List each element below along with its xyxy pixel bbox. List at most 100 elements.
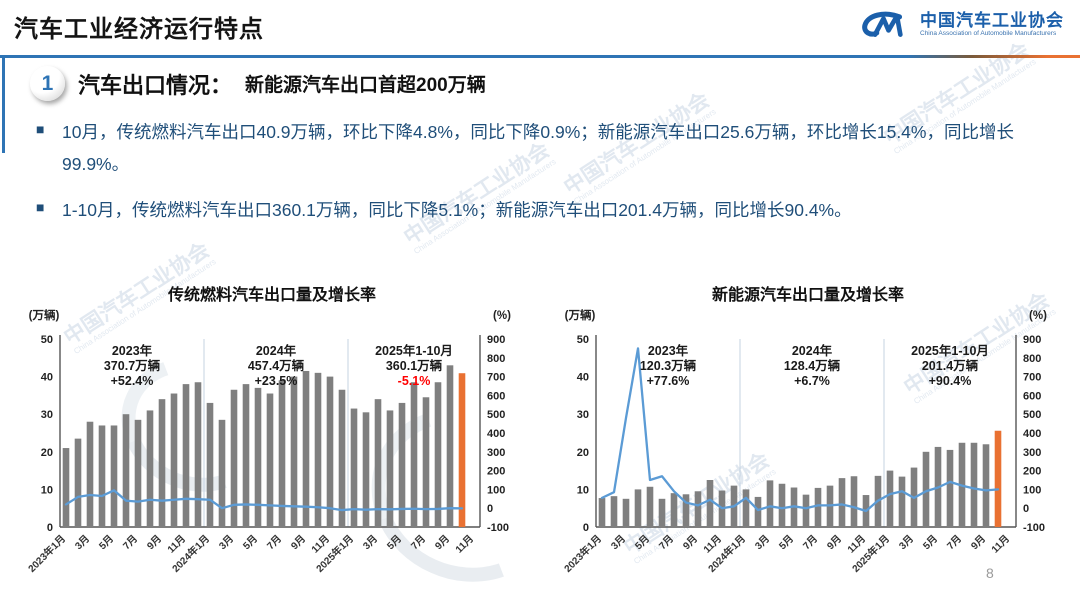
svg-text:9月: 9月 <box>969 533 988 552</box>
svg-text:10: 10 <box>41 484 53 496</box>
svg-text:7月: 7月 <box>265 533 284 552</box>
svg-text:9月: 9月 <box>825 533 844 552</box>
svg-text:120.3万辆: 120.3万辆 <box>640 358 697 373</box>
svg-text:0: 0 <box>583 522 589 534</box>
svg-text:30: 30 <box>41 409 53 421</box>
svg-text:370.7万辆: 370.7万辆 <box>104 358 161 373</box>
svg-text:20: 20 <box>577 447 589 459</box>
svg-text:2023年: 2023年 <box>112 343 153 358</box>
section-title: 汽车出口情况： <box>78 72 233 98</box>
svg-text:2025年1-10月: 2025年1-10月 <box>911 343 989 358</box>
cama-logo-mark-icon <box>862 11 903 37</box>
svg-text:0: 0 <box>487 503 493 515</box>
svg-text:5月: 5月 <box>97 533 116 552</box>
svg-text:9月: 9月 <box>145 533 164 552</box>
svg-text:40: 40 <box>41 372 53 384</box>
section-number-badge: 1 <box>30 66 65 101</box>
chart-title: 传统燃料汽车出口量及增长率 <box>167 287 376 304</box>
svg-text:300: 300 <box>1023 447 1041 459</box>
svg-text:0: 0 <box>47 522 53 534</box>
svg-text:128.4万辆: 128.4万辆 <box>784 358 841 373</box>
svg-text:2023年1月: 2023年1月 <box>561 532 604 575</box>
cama-logo: 中国汽车工业协会 China Association of Automobile… <box>859 10 1064 39</box>
bullet-item-jan-october: ■ 1-10月，传统燃料汽车出口360.1万辆，同比下降5.1%；新能源汽车出口… <box>36 194 1050 226</box>
svg-text:2023年: 2023年 <box>648 343 689 358</box>
svg-text:+6.7%: +6.7% <box>794 374 830 388</box>
svg-text:-5.1%: -5.1% <box>398 374 431 388</box>
svg-text:2025年1-10月: 2025年1-10月 <box>375 343 453 358</box>
svg-text:3月: 3月 <box>217 533 236 552</box>
svg-text:30: 30 <box>577 409 589 421</box>
svg-text:200: 200 <box>1023 466 1041 478</box>
svg-text:300: 300 <box>487 447 505 459</box>
svg-text:400: 400 <box>487 428 505 440</box>
chart-nev-exports: 新能源汽车出口量及增长率 (万辆) (%) 0 10 20 30 40 50 -100 0 100 2… <box>550 281 1066 601</box>
svg-text:+23.5%: +23.5% <box>255 374 298 388</box>
svg-text:(%): (%) <box>1029 310 1047 322</box>
svg-text:+77.6%: +77.6% <box>647 374 690 388</box>
logo-name-en: China Association of Automobile Manufact… <box>920 30 1057 38</box>
svg-text:3月: 3月 <box>897 533 916 552</box>
svg-text:500: 500 <box>1023 409 1041 421</box>
svg-text:2024年: 2024年 <box>256 343 297 358</box>
svg-text:600: 600 <box>1023 390 1041 402</box>
svg-text:457.4万辆: 457.4万辆 <box>248 358 305 373</box>
svg-text:100: 100 <box>1023 484 1041 496</box>
svg-text:7月: 7月 <box>657 533 676 552</box>
svg-text:9月: 9月 <box>433 533 452 552</box>
svg-text:400: 400 <box>1023 428 1041 440</box>
page-title: 汽车工业经济运行特点 <box>14 16 264 43</box>
svg-text:9月: 9月 <box>289 533 308 552</box>
svg-text:9月: 9月 <box>681 533 700 552</box>
svg-text:500: 500 <box>487 409 505 421</box>
svg-text:900: 900 <box>1023 334 1041 346</box>
svg-text:11月: 11月 <box>989 533 1012 556</box>
svg-text:3月: 3月 <box>609 533 628 552</box>
section-number: 1 <box>41 71 54 95</box>
title-divider <box>0 55 1080 58</box>
svg-text:800: 800 <box>487 353 505 365</box>
svg-text:700: 700 <box>487 372 505 384</box>
svg-text:7月: 7月 <box>801 533 820 552</box>
svg-text:3月: 3月 <box>753 533 772 552</box>
svg-text:900: 900 <box>487 334 505 346</box>
svg-text:0: 0 <box>1023 503 1029 515</box>
svg-text:700: 700 <box>1023 372 1041 384</box>
svg-text:800: 800 <box>1023 353 1041 365</box>
svg-text:5月: 5月 <box>777 533 796 552</box>
svg-text:5月: 5月 <box>385 533 404 552</box>
svg-text:20: 20 <box>41 447 53 459</box>
bullet-text: 10月，传统燃料汽车出口40.9万辆，环比下降4.8%，同比下降0.9%；新能源… <box>62 122 1014 175</box>
bullet-item-october: ■ 10月，传统燃料汽车出口40.9万辆，环比下降4.8%，同比下降0.9%；新… <box>36 116 1050 181</box>
svg-text:5月: 5月 <box>241 533 260 552</box>
svg-text:3月: 3月 <box>73 533 92 552</box>
svg-text:40: 40 <box>577 372 589 384</box>
svg-text:2023年1月: 2023年1月 <box>25 532 68 575</box>
svg-text:11月: 11月 <box>453 533 476 556</box>
svg-text:100: 100 <box>487 484 505 496</box>
svg-text:(万辆): (万辆) <box>29 308 60 322</box>
svg-text:600: 600 <box>487 390 505 402</box>
bullet-square-icon: ■ <box>36 198 45 215</box>
svg-text:2024年: 2024年 <box>792 343 833 358</box>
bullet-list: ■ 10月，传统燃料汽车出口40.9万辆，环比下降4.8%，同比下降0.9%；新… <box>36 116 1050 239</box>
svg-text:5月: 5月 <box>633 533 652 552</box>
svg-text:7月: 7月 <box>409 533 428 552</box>
svg-text:50: 50 <box>577 334 589 346</box>
section-subtitle: 新能源汽车出口首超200万辆 <box>245 75 486 96</box>
svg-text:(万辆): (万辆) <box>565 308 596 322</box>
svg-text:201.4万辆: 201.4万辆 <box>922 358 979 373</box>
chart-ice-exports: 传统燃料汽车出口量及增长率 (万辆) (%) 0 10 20 30 40 50 -100 0 100… <box>14 281 530 601</box>
svg-text:3月: 3月 <box>361 533 380 552</box>
svg-text:-100: -100 <box>1023 522 1045 534</box>
left-accent-bar <box>2 58 5 153</box>
svg-text:10: 10 <box>577 484 589 496</box>
svg-text:(%): (%) <box>493 310 511 322</box>
nev-export-chart-plot: (万辆) (%) 0 10 20 30 40 50 -100 0 100 200 300 400 500 60… <box>561 308 1047 575</box>
svg-text:5月: 5月 <box>921 533 940 552</box>
svg-text:7月: 7月 <box>945 533 964 552</box>
bullet-text: 1-10月，传统燃料汽车出口360.1万辆，同比下降5.1%；新能源汽车出口20… <box>62 199 852 220</box>
svg-text:50: 50 <box>41 334 53 346</box>
logo-name-cn: 中国汽车工业协会 <box>920 10 1064 30</box>
chart-title: 新能源汽车出口量及增长率 <box>711 287 904 304</box>
